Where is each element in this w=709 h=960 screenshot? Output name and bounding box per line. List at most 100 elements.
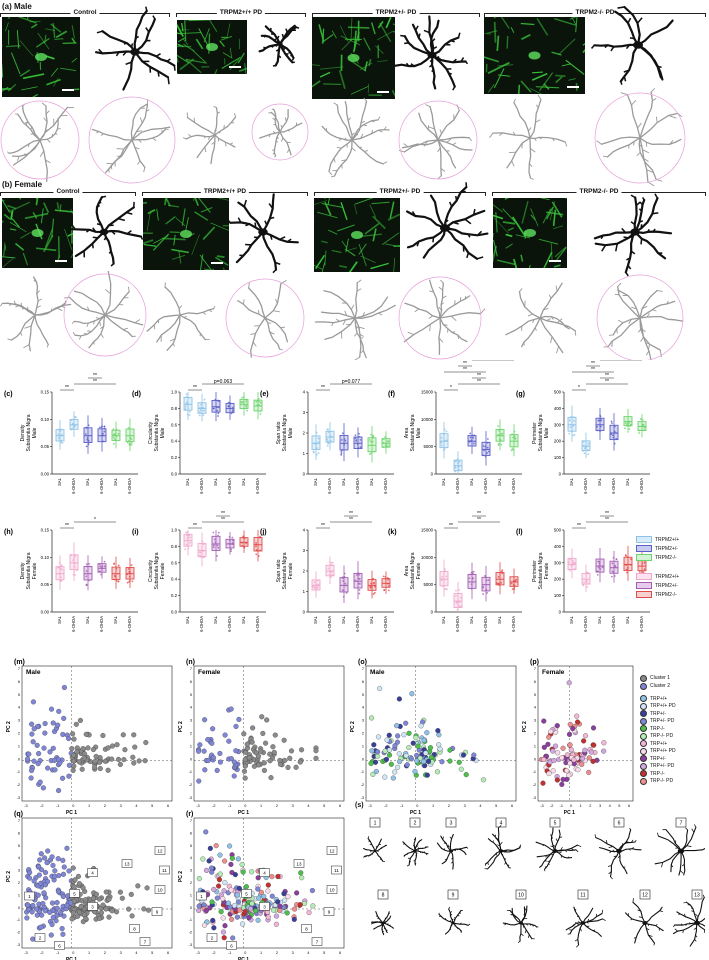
tick-label: -1 xyxy=(189,770,192,774)
significance-label: ** xyxy=(477,511,481,517)
x-tick-label: SAL xyxy=(213,615,218,624)
data-point xyxy=(71,884,77,890)
box xyxy=(381,571,391,594)
cell-silhouette xyxy=(258,24,300,67)
tick-label: 200 xyxy=(554,577,562,582)
tick-label: -2 xyxy=(40,951,43,955)
tick-label: -2 xyxy=(189,783,192,787)
data-point xyxy=(256,762,262,768)
tick-label: -3 xyxy=(196,804,199,808)
micrograph-het-pd-female xyxy=(314,198,400,272)
data-point xyxy=(82,897,88,903)
data-point xyxy=(106,896,112,902)
cell-skeleton xyxy=(398,276,486,360)
tick-label: 4 xyxy=(135,804,137,808)
data-point xyxy=(292,906,298,912)
legend-item: TRP-/- PD xyxy=(640,777,708,786)
panel-letter: (l) xyxy=(516,529,523,536)
data-point xyxy=(382,748,388,754)
x-tick-label: SAL xyxy=(497,615,502,624)
data-point xyxy=(38,924,44,930)
data-point xyxy=(282,897,288,903)
data-point xyxy=(121,757,127,763)
data-point xyxy=(225,900,232,906)
tick-label: 0 xyxy=(559,472,562,477)
tick-label: 4 xyxy=(307,804,309,808)
data-point xyxy=(100,732,106,739)
data-point xyxy=(209,899,215,905)
cluster-id-label: 10 xyxy=(329,888,335,893)
data-point xyxy=(545,741,551,747)
data-point xyxy=(277,757,283,764)
tick-label: 500 xyxy=(554,390,562,395)
data-point xyxy=(265,914,271,920)
micrograph-control-male xyxy=(2,17,80,97)
data-point xyxy=(102,758,108,764)
data-point xyxy=(590,725,597,731)
data-point xyxy=(103,889,109,895)
data-point xyxy=(243,884,249,890)
data-point xyxy=(386,747,393,753)
panel-letter: (r) xyxy=(186,811,193,818)
data-point xyxy=(60,857,66,863)
box xyxy=(595,547,605,583)
significance-label: ** xyxy=(221,511,225,517)
data-point xyxy=(306,909,312,916)
data-point xyxy=(383,756,390,763)
tick-label: 5000 xyxy=(423,582,433,587)
data-point xyxy=(60,775,66,781)
x-tick-label: 6-OHDA xyxy=(71,478,76,494)
data-point xyxy=(242,775,248,781)
data-point xyxy=(217,871,223,877)
data-point xyxy=(28,767,35,774)
cluster-representative-7: 7 xyxy=(654,817,705,876)
data-point xyxy=(567,760,573,766)
data-point xyxy=(70,767,76,773)
data-point xyxy=(45,848,51,854)
data-point xyxy=(560,745,566,751)
tick-label: 10000 xyxy=(421,555,434,560)
data-point xyxy=(77,717,83,724)
data-point xyxy=(213,843,219,849)
significance-label: * xyxy=(620,360,622,361)
data-point xyxy=(42,908,48,914)
box xyxy=(339,423,349,462)
tick-label: 400 xyxy=(554,544,562,549)
x-tick-label: 6-OHDA xyxy=(127,616,132,632)
x-tick-label: SAL xyxy=(625,615,630,624)
data-point xyxy=(421,737,427,743)
significance-label: ** xyxy=(605,373,609,379)
significance-label: ** xyxy=(321,523,325,529)
cluster-id-box xyxy=(54,941,65,950)
cell-skeleton xyxy=(225,278,305,358)
convex-hull-circle xyxy=(251,103,309,161)
x-tick-label: SAL xyxy=(369,477,374,486)
box-legend: TRPM2+/+ TRPM2+/- TRPM2-/- TRPM2+/+ TRPM… xyxy=(636,535,708,599)
data-point xyxy=(541,718,547,724)
tick-label: 400 xyxy=(554,406,562,411)
tick-label: -3 xyxy=(17,943,20,947)
data-point xyxy=(425,758,432,764)
tick-label: -1 xyxy=(228,951,231,955)
data-point xyxy=(377,685,383,692)
cluster-id-box xyxy=(311,937,323,946)
panel-letter: (h) xyxy=(4,529,13,536)
data-point xyxy=(424,730,430,736)
panel-letter: (d) xyxy=(132,391,141,398)
tick-label: -3 xyxy=(533,796,536,800)
cell-skeleton xyxy=(505,282,577,354)
tick-label: 6 xyxy=(18,680,20,684)
box xyxy=(353,561,363,600)
data-point xyxy=(574,713,580,719)
axis-label: PC 1 xyxy=(66,810,77,816)
data-point xyxy=(71,763,77,769)
box xyxy=(623,408,633,433)
tick-label: -1 xyxy=(560,804,563,808)
tick-label: -1 xyxy=(400,804,403,808)
cluster-id-box xyxy=(326,846,338,855)
tick-label: 3 xyxy=(120,951,122,955)
tick-label: 3 xyxy=(18,719,20,723)
box-panel-j: (j) Span ratio Substantia Nigra Female 0 1 2 3 4… xyxy=(260,511,394,632)
cluster-representative-1: 1 xyxy=(363,817,388,862)
